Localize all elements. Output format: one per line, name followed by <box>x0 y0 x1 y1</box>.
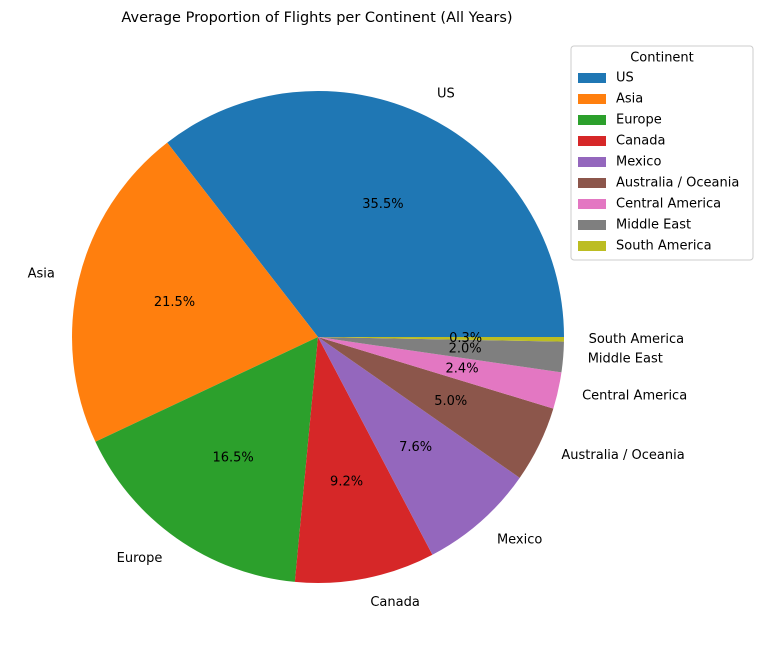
legend-label-canada: Canada <box>616 134 665 149</box>
slice-label-south-america: South America <box>589 332 685 347</box>
slice-label-australia-oceania: Australia / Oceania <box>561 448 684 463</box>
legend-swatch-central-america <box>578 199 606 209</box>
legend-label-us: US <box>616 71 634 86</box>
legend-swatch-south-america <box>578 241 606 251</box>
percent-labels: 35.5% 21.5% 16.5% 9.2% 7.6% 5.0% 2.4% 2.0%0.3% <box>154 197 482 489</box>
percent-label-us: 35.5% <box>362 197 403 212</box>
slice-label-central-america: Central America <box>582 389 687 404</box>
slice-europe <box>95 337 319 582</box>
slice-labels: US Asia Europe Canada Mexico Australia / Ocea… <box>28 86 688 609</box>
percent-label-asia: 21.5% <box>154 295 195 310</box>
legend-title: Continent <box>630 51 694 66</box>
percent-label-australia-oceania: 5.0% <box>434 394 467 409</box>
legend-label-middle-east: Middle East <box>616 218 691 233</box>
slice-label-asia: Asia <box>28 266 55 281</box>
slice-south-america <box>318 337 564 342</box>
chart-title: Average Proportion of Flights per Contin… <box>121 10 512 26</box>
slice-label-middle-east: Middle East <box>588 352 663 367</box>
legend-label-central-america: Central America <box>616 197 721 212</box>
legend-label-australia-oceania: Australia / Oceania <box>616 176 739 191</box>
slice-central-america <box>318 337 562 409</box>
legend-frame <box>570 45 754 261</box>
slice-label-europe: Europe <box>117 551 163 566</box>
legend: Continent US Asia Europe Canada Mexico Austra… <box>570 45 754 261</box>
legend-swatch-australia-oceania <box>578 178 606 188</box>
legend-swatch-mexico <box>578 157 606 167</box>
legend-swatch-asia <box>578 94 606 104</box>
legend-swatch-canada <box>578 136 606 146</box>
legend-swatch-middle-east <box>578 220 606 230</box>
legend-swatch-us <box>578 73 606 83</box>
percent-label-canada: 9.2% <box>330 474 363 489</box>
slice-middle-east <box>318 337 564 373</box>
slice-australia-oceania <box>318 337 554 478</box>
legend-label-europe: Europe <box>616 113 662 128</box>
slice-us <box>167 91 565 337</box>
legend-label-mexico: Mexico <box>616 155 661 170</box>
legend-items: US Asia Europe Canada Mexico Australia / Ocea… <box>578 71 739 254</box>
slice-label-mexico: Mexico <box>497 532 542 547</box>
pie-slices <box>71 91 565 583</box>
percent-label-south-america: 0.3% <box>449 331 482 346</box>
percent-label-mexico: 7.6% <box>399 440 432 455</box>
legend-swatch-europe <box>578 115 606 125</box>
slice-canada <box>294 337 433 583</box>
percent-label-central-america: 2.4% <box>446 362 479 377</box>
slice-label-us: US <box>437 86 455 101</box>
legend-label-south-america: South America <box>616 239 712 254</box>
percent-label-middle-east: 2.0% <box>449 342 482 357</box>
legend-label-asia: Asia <box>616 92 643 107</box>
slice-label-canada: Canada <box>370 595 419 610</box>
slice-mexico <box>318 337 520 555</box>
slice-asia <box>71 142 318 442</box>
percent-label-europe: 16.5% <box>212 450 253 465</box>
